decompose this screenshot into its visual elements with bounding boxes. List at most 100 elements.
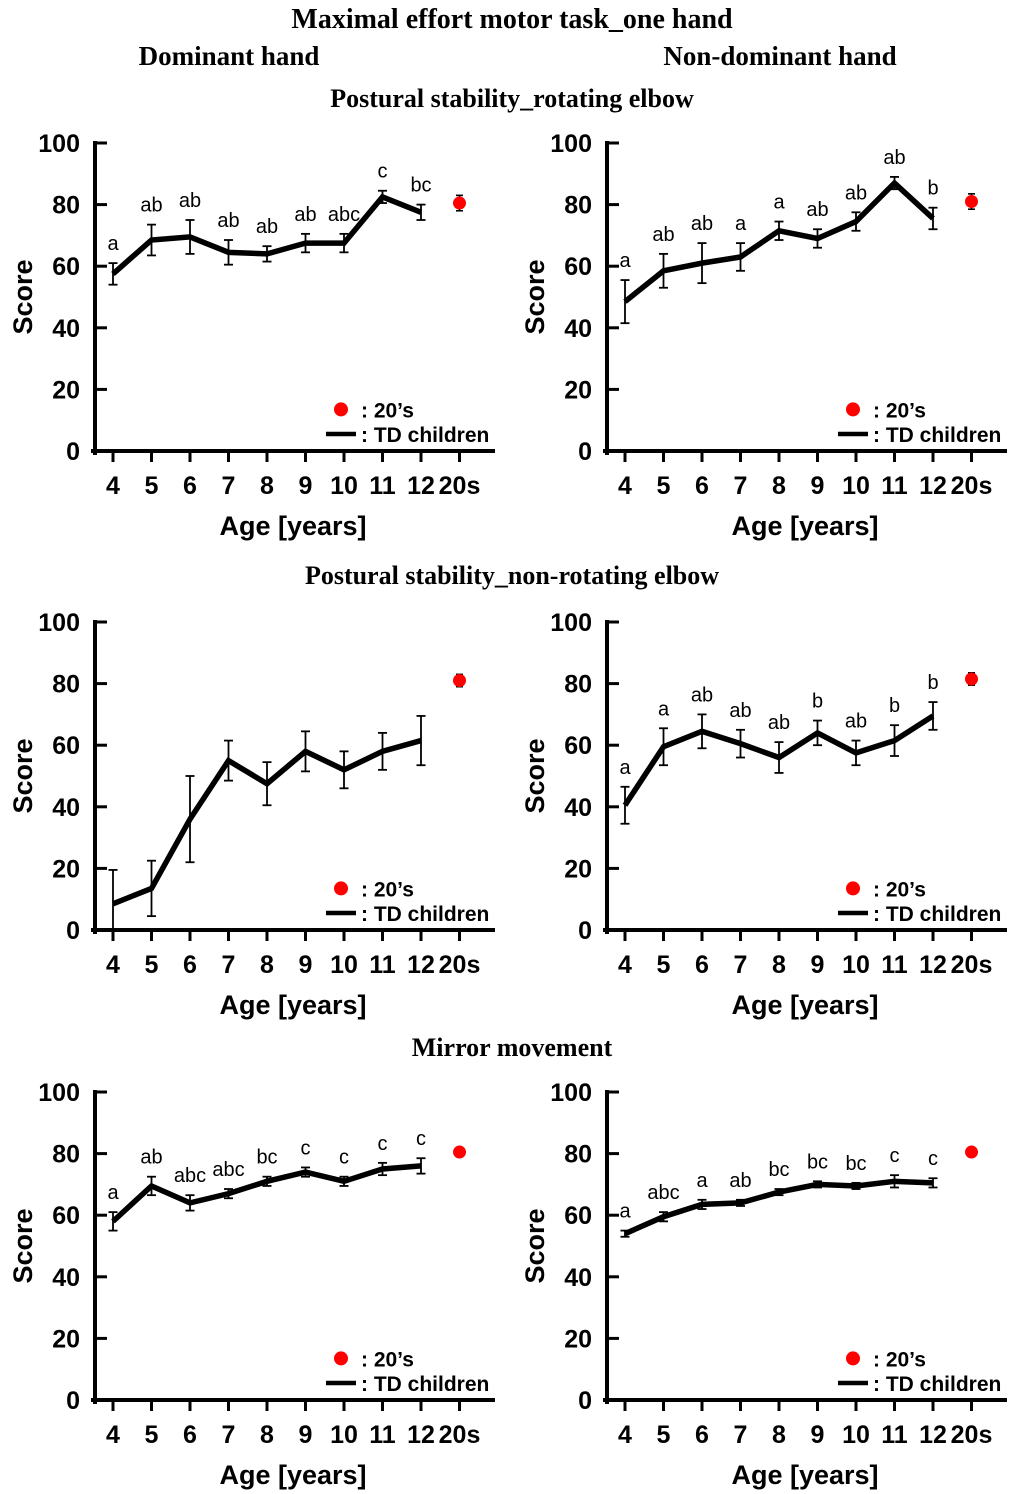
x-tick-label: 7	[222, 1421, 236, 1449]
td-children-line	[623, 179, 935, 304]
x-tick-label: 9	[299, 1421, 313, 1449]
y-tick-label: 100	[550, 609, 592, 637]
x-tick-label: 7	[734, 1421, 748, 1449]
significance-letter: bc	[256, 1147, 277, 1169]
significance-letter: b	[927, 672, 938, 694]
x-tick-label: 20s	[951, 1421, 993, 1449]
x-tick-label: 5	[657, 1421, 671, 1449]
chart-non-rotating-elbow-non-dominant: 0 20 40 60 80 100 4 5 6 7 8 9 10 11 12 20s Score Age [yea…	[520, 609, 1007, 1020]
x-tick-label: 12	[407, 1421, 435, 1449]
y-tick-label: 40	[564, 794, 592, 822]
figure-title: Maximal effort motor task_one hand	[291, 4, 733, 35]
significance-letter: a	[619, 1201, 631, 1223]
legend-children-label: : TD children	[361, 903, 489, 926]
significance-letter: a	[735, 213, 747, 235]
adult-dot	[453, 196, 466, 210]
y-tick-label: 20	[564, 855, 592, 883]
y-tick-label: 0	[66, 438, 80, 466]
y-tick-label: 60	[52, 253, 80, 281]
significance-letter: ab	[691, 684, 713, 706]
x-tick-label: 11	[369, 951, 396, 979]
x-tick-label: 4	[106, 951, 120, 979]
y-tick-label: 80	[52, 192, 80, 220]
y-tick-label: 60	[52, 1202, 80, 1230]
legend-adult-dot-icon	[334, 402, 348, 417]
significance-letter: ab	[768, 712, 790, 734]
y-tick-label: 60	[564, 1202, 592, 1230]
x-tick-label: 8	[772, 1421, 786, 1449]
significance-letter: ab	[729, 1170, 751, 1192]
row-title-mirror-movement: Mirror movement	[411, 1033, 613, 1062]
x-tick-label: 5	[657, 951, 671, 979]
legend-adult-label: : 20’s	[361, 878, 414, 901]
legend-children-label: : TD children	[873, 903, 1001, 926]
legend-adult-label: : 20’s	[873, 1348, 926, 1371]
x-tick-label: 8	[772, 472, 786, 500]
x-axis-title: Age [years]	[219, 990, 366, 1020]
y-tick-label: 100	[38, 609, 80, 637]
x-tick-label: 10	[842, 472, 870, 500]
significance-letter: ab	[140, 195, 162, 217]
x-tick-label: 8	[772, 951, 786, 979]
chart-non-rotating-elbow-dominant: 0 20 40 60 80 100 4 5 6 7 8 9 10 11 12 20s Score Age [yea…	[8, 609, 495, 1020]
x-tick-label: 20s	[951, 951, 993, 979]
x-tick-label: 11	[881, 1421, 908, 1449]
legend-adult-label: : 20’s	[873, 878, 926, 901]
row-title-rotating-elbow: Postural stability_rotating elbow	[330, 84, 694, 113]
x-tick-label: 6	[183, 951, 197, 979]
significance-letter: c	[928, 1148, 938, 1170]
y-axis-title: Score	[520, 1208, 550, 1283]
y-tick-label: 80	[564, 671, 592, 699]
significance-letter: ab	[179, 190, 201, 212]
significance-letter: a	[658, 698, 670, 720]
td-children-line	[623, 1178, 934, 1237]
legend-adult-dot-icon	[334, 1351, 348, 1366]
significance-letter: ab	[845, 711, 867, 733]
adult-dot	[965, 195, 978, 209]
x-tick-label: 10	[330, 1421, 358, 1449]
x-tick-label: 6	[695, 951, 709, 979]
legend-children-label: : TD children	[361, 424, 489, 447]
y-tick-label: 100	[550, 1079, 592, 1107]
significance-letter: b	[812, 691, 823, 713]
x-tick-label: 4	[618, 951, 632, 979]
td-children-line	[622, 713, 935, 807]
y-tick-label: 80	[52, 1141, 80, 1169]
x-tick-label: 6	[183, 472, 197, 500]
significance-letter: a	[619, 250, 631, 272]
x-tick-label: 5	[145, 472, 159, 500]
legend-children-label: : TD children	[361, 1373, 489, 1396]
legend-adult-label: : 20’s	[873, 399, 926, 422]
x-tick-label: 6	[695, 1421, 709, 1449]
significance-letter: ab	[294, 204, 316, 226]
significance-letter: ab	[652, 224, 674, 246]
legend-adult-dot-icon	[846, 881, 860, 896]
x-tick-label: 10	[842, 1421, 870, 1449]
row-title-non-rotating-elbow: Postural stability_non-rotating elbow	[304, 561, 720, 590]
significance-letter: ab	[729, 700, 751, 722]
significance-letter: abc	[212, 1159, 244, 1181]
y-tick-label: 60	[52, 732, 80, 760]
y-tick-label: 20	[564, 376, 592, 404]
legend-adult-label: : 20’s	[361, 1348, 414, 1371]
x-tick-label: 12	[919, 1421, 947, 1449]
y-axis-title: Score	[520, 259, 550, 334]
significance-letter: bc	[410, 175, 431, 197]
td-children-line	[111, 193, 423, 276]
x-tick-label: 5	[145, 951, 159, 979]
x-tick-label: 9	[299, 951, 313, 979]
column-header-dominant-hand: Dominant hand	[138, 41, 320, 71]
adult-dot	[453, 1145, 466, 1159]
adult-dot	[453, 674, 466, 688]
y-tick-label: 20	[52, 855, 80, 883]
x-tick-label: 4	[106, 1421, 120, 1449]
y-tick-label: 60	[564, 253, 592, 281]
significance-letter: ab	[806, 199, 828, 221]
x-tick-label: 20s	[951, 472, 993, 500]
y-tick-label: 80	[564, 1141, 592, 1169]
x-tick-label: 9	[811, 1421, 825, 1449]
legend-adult-dot-icon	[846, 1351, 860, 1366]
significance-letter: a	[696, 1170, 708, 1192]
x-tick-label: 5	[657, 472, 671, 500]
